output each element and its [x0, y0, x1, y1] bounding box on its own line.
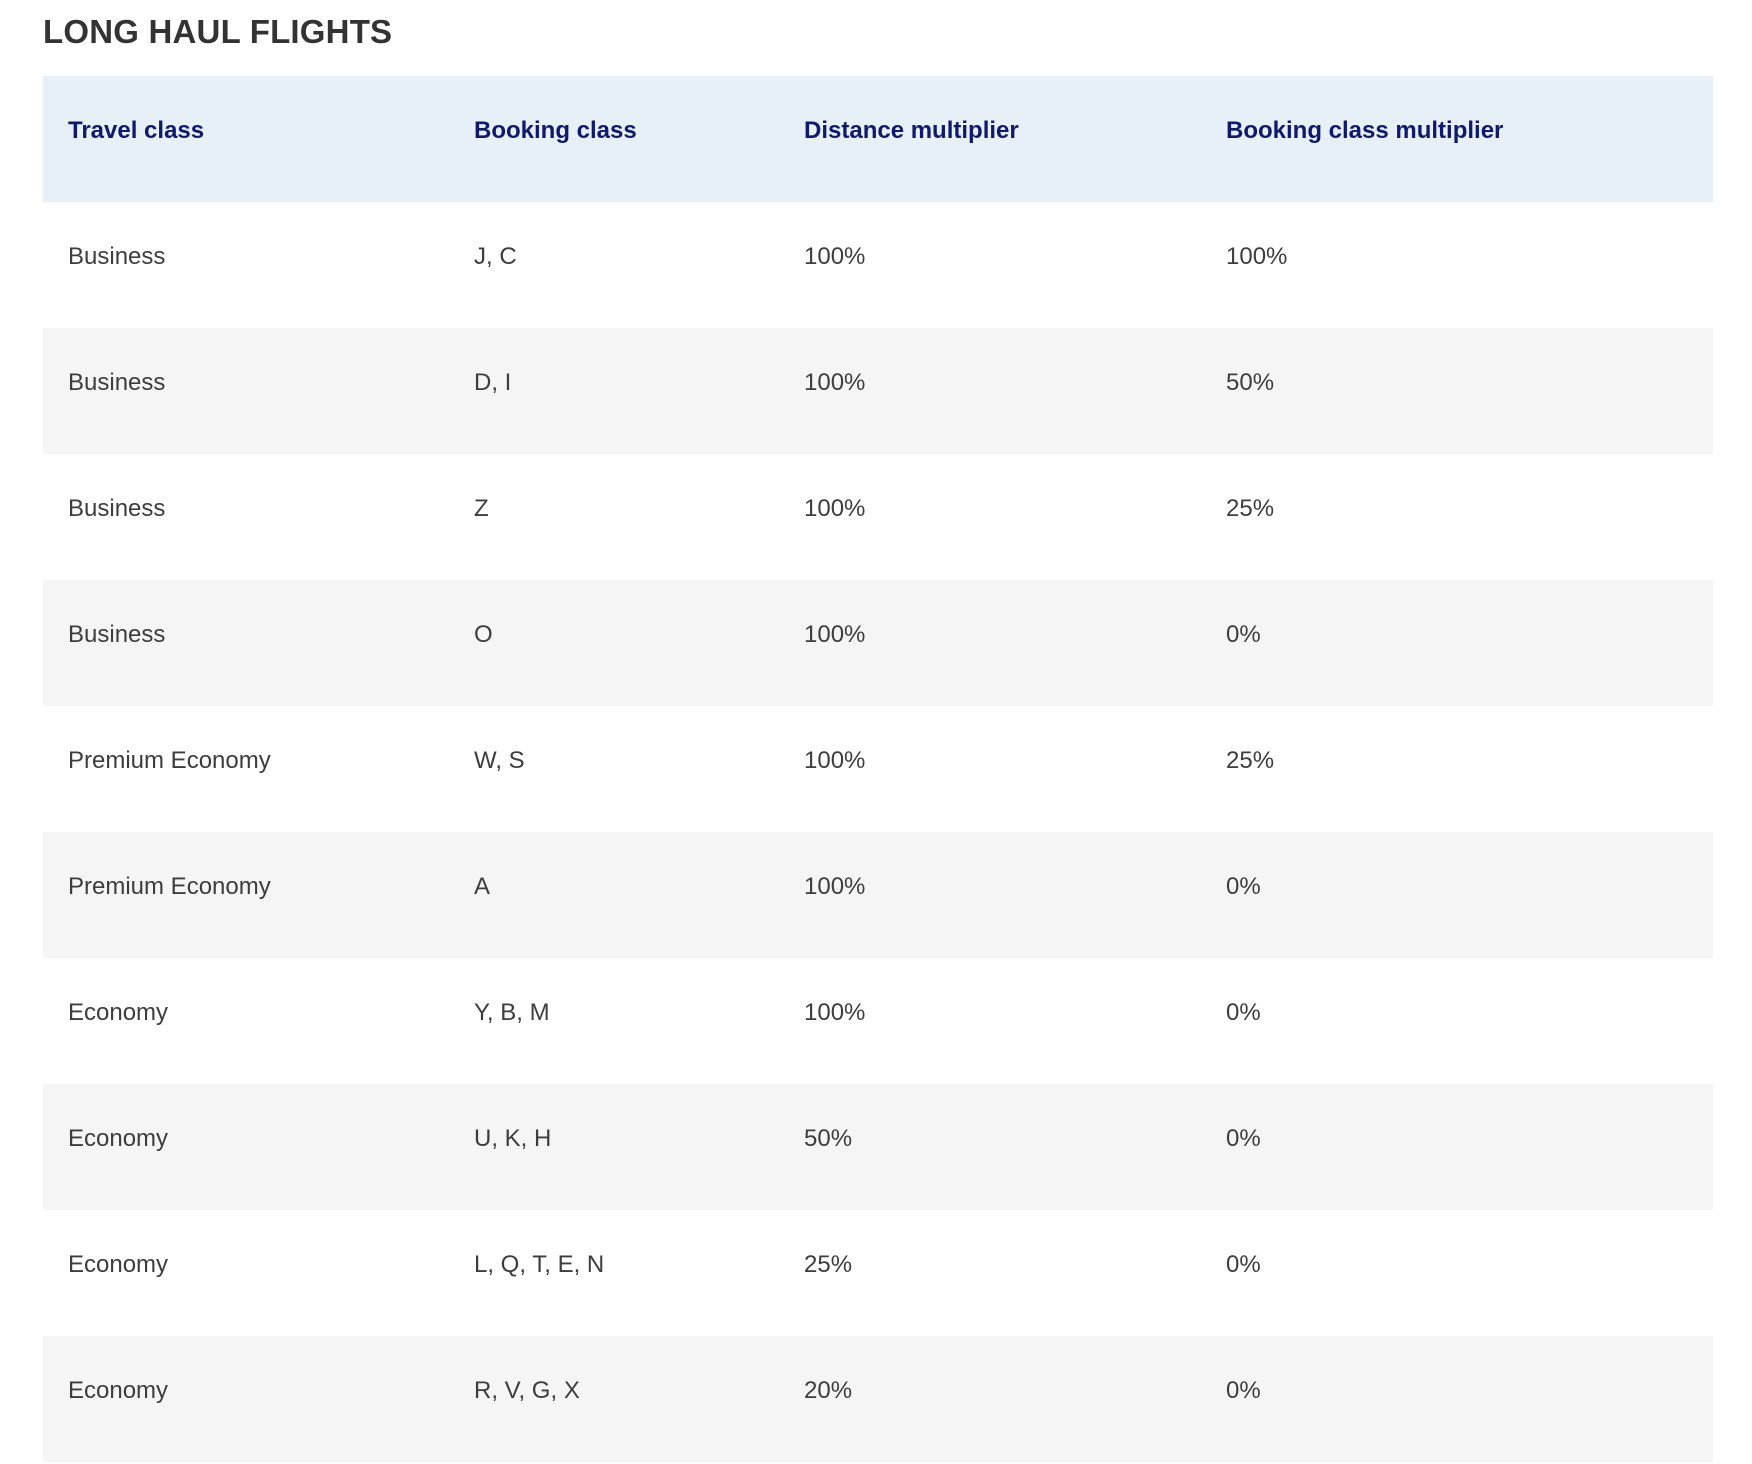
cell-booking-class-multiplier: 0%	[1226, 999, 1261, 1026]
cell-travel-class: Premium Economy	[68, 747, 271, 774]
cell-distance-multiplier: 100%	[804, 747, 866, 774]
cell-booking-class: D, I	[474, 369, 512, 396]
cell-booking-class-multiplier: 100%	[1226, 243, 1288, 270]
header-distance-multiplier: Distance multiplier	[804, 117, 1019, 144]
table-row: Premium Economy W, S 100% 25%	[43, 706, 1713, 832]
header-booking-class: Booking class	[474, 117, 637, 144]
cell-booking-class: O	[474, 621, 493, 648]
cell-travel-class: Business	[68, 243, 166, 270]
cell-travel-class: Economy	[68, 1251, 169, 1278]
cell-travel-class: Business	[68, 621, 166, 648]
cell-booking-class: R, V, G, X	[474, 1377, 580, 1404]
cell-booking-class: A	[474, 873, 491, 900]
table-row: Economy U, K, H 50% 0%	[43, 1084, 1713, 1210]
table-row: Economy Y, B, M 100% 0%	[43, 958, 1713, 1084]
cell-distance-multiplier: 100%	[804, 873, 866, 900]
cell-booking-class: Z	[474, 495, 489, 522]
cell-distance-multiplier: 100%	[804, 621, 866, 648]
cell-travel-class: Premium Economy	[68, 873, 271, 900]
cell-booking-class-multiplier: 0%	[1226, 621, 1261, 648]
cell-travel-class: Business	[68, 369, 166, 396]
table-header: Travel class Booking class Distance mult…	[43, 76, 1713, 202]
cell-booking-class-multiplier: 25%	[1226, 495, 1275, 522]
cell-travel-class: Business	[68, 495, 166, 522]
table-row: Business Z 100% 25%	[43, 454, 1713, 580]
cell-distance-multiplier: 20%	[804, 1377, 853, 1404]
table-body: Business J, C 100% 100% Business D, I 10…	[43, 202, 1713, 1462]
cell-booking-class: L, Q, T, E, N	[474, 1251, 605, 1278]
header-travel-class: Travel class	[68, 117, 205, 144]
cell-booking-class-multiplier: 0%	[1226, 1251, 1261, 1278]
cell-booking-class: J, C	[474, 243, 517, 270]
cell-booking-class-multiplier: 25%	[1226, 747, 1275, 774]
cell-distance-multiplier: 25%	[804, 1251, 853, 1278]
cell-booking-class: U, K, H	[474, 1125, 552, 1152]
cell-booking-class: W, S	[474, 747, 525, 774]
cell-distance-multiplier: 100%	[804, 369, 866, 396]
long-haul-flights-table: Travel class Booking class Distance mult…	[43, 76, 1713, 1462]
cell-distance-multiplier: 100%	[804, 495, 866, 522]
cell-distance-multiplier: 100%	[804, 999, 866, 1026]
cell-travel-class: Economy	[68, 999, 169, 1026]
page-title: LONG HAUL FLIGHTS	[43, 13, 393, 50]
table-row: Economy R, V, G, X 20% 0%	[43, 1336, 1713, 1462]
long-haul-table-container: Travel class Booking class Distance mult…	[43, 76, 1713, 1462]
table-row: Premium Economy A 100% 0%	[43, 832, 1713, 958]
table-row: Business O 100% 0%	[43, 580, 1713, 706]
cell-booking-class: Y, B, M	[474, 999, 550, 1026]
table-row: Business D, I 100% 50%	[43, 328, 1713, 454]
cell-distance-multiplier: 50%	[804, 1125, 853, 1152]
cell-booking-class-multiplier: 0%	[1226, 873, 1261, 900]
cell-travel-class: Economy	[68, 1377, 169, 1404]
table-row: Economy L, Q, T, E, N 25% 0%	[43, 1210, 1713, 1336]
table-row: Business J, C 100% 100%	[43, 202, 1713, 328]
header-booking-class-multiplier: Booking class multiplier	[1226, 117, 1504, 144]
cell-booking-class-multiplier: 0%	[1226, 1377, 1261, 1404]
cell-booking-class-multiplier: 50%	[1226, 369, 1275, 396]
cell-distance-multiplier: 100%	[804, 243, 866, 270]
table-header-row: Travel class Booking class Distance mult…	[43, 76, 1713, 202]
cell-booking-class-multiplier: 0%	[1226, 1125, 1261, 1152]
cell-travel-class: Economy	[68, 1125, 169, 1152]
